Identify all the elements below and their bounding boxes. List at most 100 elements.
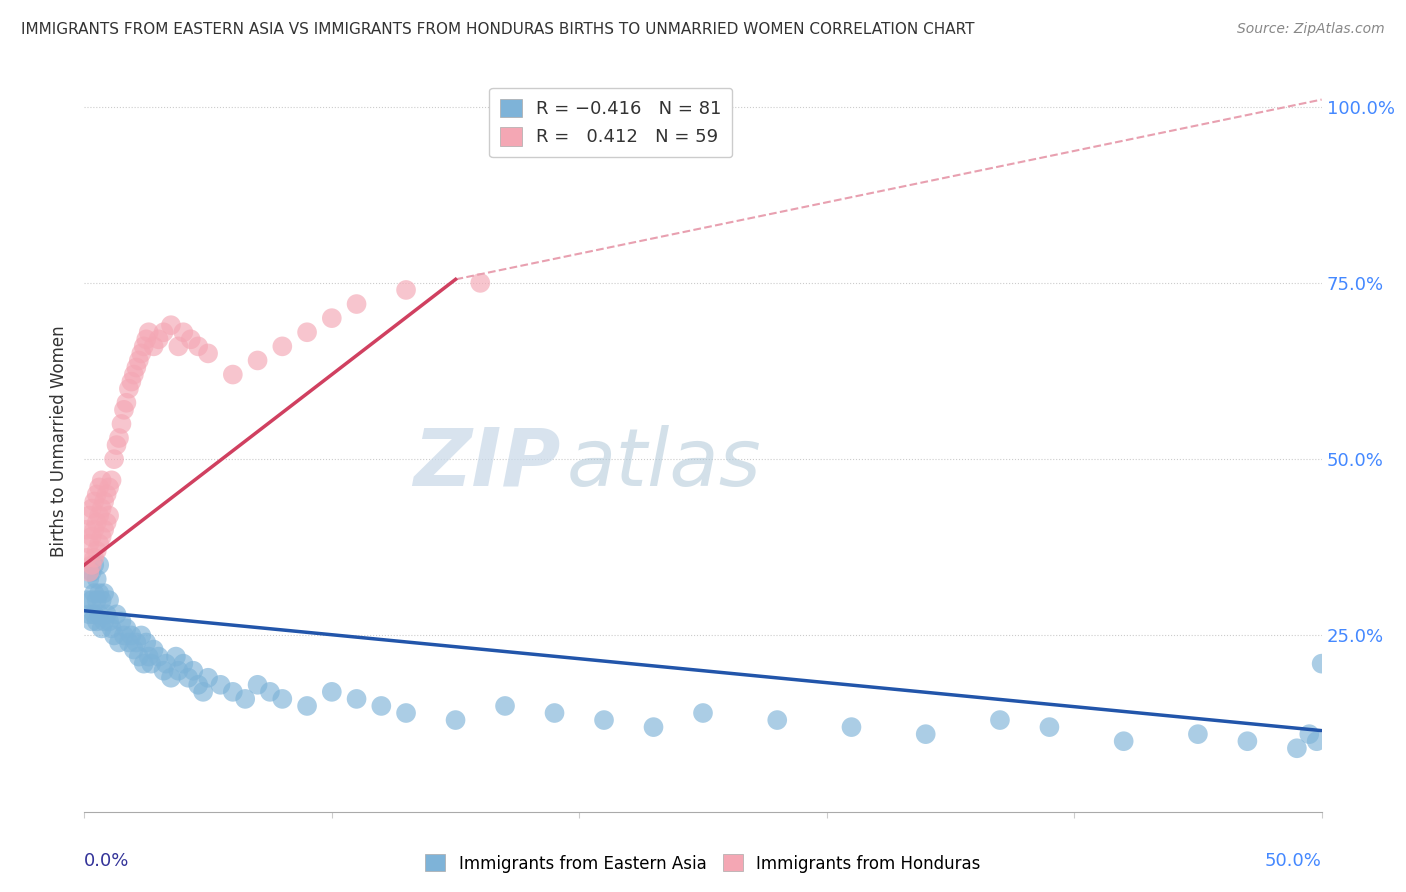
Point xyxy=(83,558,105,572)
Point xyxy=(108,635,131,649)
Point xyxy=(80,501,103,516)
Point xyxy=(246,678,269,692)
Point xyxy=(100,473,122,487)
Point xyxy=(93,494,115,508)
Point xyxy=(80,558,103,572)
Point xyxy=(346,297,368,311)
Point xyxy=(197,346,219,360)
Point xyxy=(444,713,467,727)
Point xyxy=(321,685,343,699)
Point xyxy=(180,332,202,346)
Point xyxy=(172,657,194,671)
Point xyxy=(593,713,616,727)
Point xyxy=(89,480,111,494)
Point xyxy=(160,318,183,333)
Point xyxy=(98,593,121,607)
Point xyxy=(80,615,103,629)
Point xyxy=(83,494,105,508)
Point xyxy=(93,523,115,537)
Point xyxy=(76,550,98,565)
Point xyxy=(90,530,112,544)
Point xyxy=(197,671,219,685)
Point xyxy=(76,523,98,537)
Point xyxy=(96,607,118,622)
Point xyxy=(470,276,492,290)
Point xyxy=(988,713,1011,727)
Point xyxy=(494,698,516,713)
Point xyxy=(191,685,214,699)
Point xyxy=(138,649,160,664)
Point xyxy=(246,353,269,368)
Point xyxy=(141,657,163,671)
Point xyxy=(105,607,128,622)
Point xyxy=(138,325,160,339)
Point xyxy=(129,346,152,360)
Point xyxy=(93,615,115,629)
Point xyxy=(125,635,148,649)
Point xyxy=(209,678,232,692)
Point xyxy=(120,375,142,389)
Point xyxy=(115,621,138,635)
Point xyxy=(90,621,112,635)
Point xyxy=(110,615,132,629)
Point xyxy=(89,558,111,572)
Point xyxy=(79,565,101,579)
Point xyxy=(165,649,187,664)
Text: 50.0%: 50.0% xyxy=(1265,853,1322,871)
Text: IMMIGRANTS FROM EASTERN ASIA VS IMMIGRANTS FROM HONDURAS BIRTHS TO UNMARRIED WOM: IMMIGRANTS FROM EASTERN ASIA VS IMMIGRAN… xyxy=(21,22,974,37)
Point xyxy=(295,325,318,339)
Point xyxy=(90,473,112,487)
Point xyxy=(128,649,150,664)
Point xyxy=(271,692,294,706)
Point xyxy=(129,628,152,642)
Point xyxy=(295,698,318,713)
Point xyxy=(1187,727,1209,741)
Point xyxy=(110,417,132,431)
Point xyxy=(100,621,122,635)
Point xyxy=(1112,734,1135,748)
Point xyxy=(321,311,343,326)
Point xyxy=(1236,734,1258,748)
Point xyxy=(1310,657,1333,671)
Point xyxy=(167,339,190,353)
Point xyxy=(125,360,148,375)
Point xyxy=(96,516,118,530)
Text: Source: ZipAtlas.com: Source: ZipAtlas.com xyxy=(1237,22,1385,37)
Point xyxy=(76,593,98,607)
Point xyxy=(98,480,121,494)
Point xyxy=(89,537,111,551)
Point xyxy=(132,339,155,353)
Point xyxy=(90,501,112,516)
Point xyxy=(108,431,131,445)
Point xyxy=(841,720,863,734)
Point xyxy=(1298,727,1320,741)
Point xyxy=(89,586,111,600)
Point xyxy=(222,685,245,699)
Point xyxy=(181,664,204,678)
Point xyxy=(177,671,200,685)
Point xyxy=(83,607,105,622)
Point xyxy=(83,523,105,537)
Point xyxy=(86,516,108,530)
Point xyxy=(79,607,101,622)
Point xyxy=(98,615,121,629)
Point xyxy=(135,332,157,346)
Point xyxy=(1285,741,1308,756)
Y-axis label: Births to Unmarried Women: Births to Unmarried Women xyxy=(51,326,69,558)
Point xyxy=(86,593,108,607)
Point xyxy=(79,572,101,586)
Point xyxy=(86,544,108,558)
Point xyxy=(79,537,101,551)
Point xyxy=(118,382,141,396)
Point xyxy=(766,713,789,727)
Point xyxy=(79,508,101,523)
Point xyxy=(96,487,118,501)
Point xyxy=(160,671,183,685)
Point xyxy=(89,607,111,622)
Point xyxy=(112,402,135,417)
Point xyxy=(132,657,155,671)
Point xyxy=(135,635,157,649)
Point xyxy=(152,325,174,339)
Point xyxy=(86,572,108,586)
Point xyxy=(142,642,165,657)
